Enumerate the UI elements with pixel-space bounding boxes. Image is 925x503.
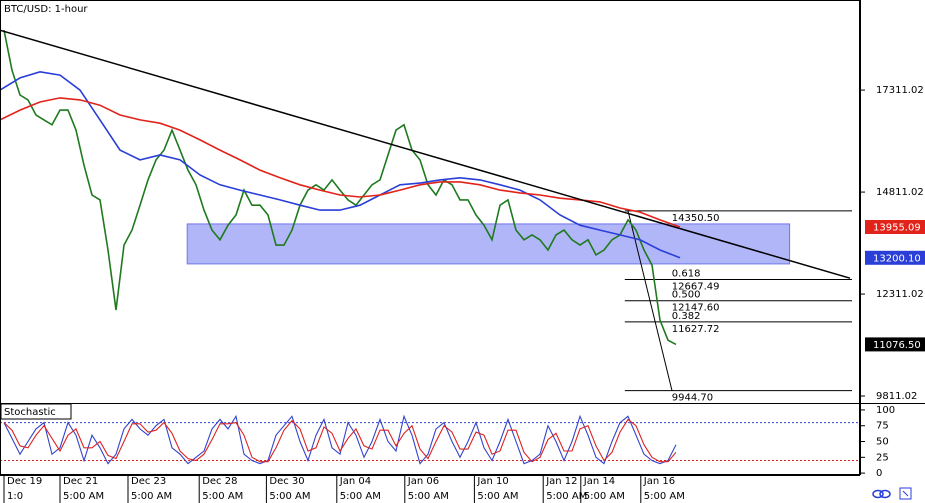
x-tick-label: Jan 12	[545, 476, 577, 487]
series-line	[3, 30, 677, 346]
frame	[0, 0, 860, 475]
x-tick-label: Dec 30	[269, 476, 304, 487]
x-tick-label: Dec 23	[131, 476, 166, 487]
x-tick-label: Jan 04	[339, 476, 371, 487]
last-price-label: 13955.09	[873, 222, 921, 233]
x-tick-label: Dec 19	[7, 476, 42, 487]
fib-value-label: 14350.50	[672, 213, 720, 224]
x-tick-time: 5:00 AM	[131, 491, 172, 502]
fib-ratio-label: 0.618	[672, 269, 701, 280]
y-tick-label: 100	[876, 405, 895, 416]
fib-value-label: 12147.60	[672, 303, 720, 314]
x-tick-time: 5:00 AM	[202, 491, 243, 502]
y-tick-label: 75	[876, 421, 889, 432]
x-tick-label: Jan 14	[583, 476, 615, 487]
last-price-label: 11076.50	[873, 340, 921, 351]
x-tick-label: Jan 10	[476, 476, 508, 487]
last-price-box	[865, 250, 925, 265]
y-tick-label: 25	[876, 452, 889, 463]
last-price-label: 13200.10	[873, 253, 921, 264]
stochastic-panel	[0, 414, 860, 465]
price-panel	[0, 29, 852, 392]
y-tick-label: 50	[876, 437, 889, 448]
fib-value-label: 12667.49	[672, 282, 720, 293]
trendline	[0, 29, 851, 279]
series-line	[3, 414, 677, 465]
y-tick-label: 14811.02	[876, 187, 924, 198]
fib-value-label: 9944.70	[672, 393, 713, 404]
y-tick-label: 12311.02	[876, 289, 924, 300]
panel-title: BTC/USD: 1-hour	[4, 4, 88, 15]
fib-ratio-label: 0.500	[672, 290, 701, 301]
window-icon[interactable]	[902, 490, 909, 497]
last-price-box	[865, 219, 925, 234]
y-tick-label: 17311.02	[876, 85, 924, 96]
fib-value-label: 11627.72	[672, 324, 720, 335]
x-tick-time: 5:00 AM	[546, 491, 587, 502]
x-tick-time: 1:0	[7, 491, 23, 502]
x-tick-time: 5:00 AM	[408, 491, 449, 502]
panel-title-box	[1, 1, 102, 16]
link-icon[interactable]	[872, 489, 884, 499]
y-tick-label: 9811.02	[876, 391, 917, 402]
x-tick-label: Dec 28	[202, 476, 237, 487]
fib-swing	[627, 210, 673, 391]
x-tick-time: 5:00 AM	[63, 491, 104, 502]
fib-ratio-label: 0.382	[672, 311, 701, 322]
series-line	[3, 418, 677, 463]
x-tick-time: 5:00 AM	[269, 491, 310, 502]
toolbar-icons[interactable]	[872, 487, 912, 500]
x-tick-label: Jan 06	[407, 476, 439, 487]
x-tick-label: Dec 21	[63, 476, 98, 487]
panel-title: Stochastic	[4, 407, 56, 418]
x-tick-time: 5:00 AM	[584, 491, 625, 502]
series-line	[0, 70, 681, 259]
x-tick-label: Jan 16	[643, 476, 675, 487]
link-icon[interactable]	[879, 489, 891, 499]
y-tick-label: 0	[876, 468, 882, 479]
support-zone	[186, 223, 791, 265]
x-tick-time: 5:00 AM	[644, 491, 685, 502]
series-line	[0, 97, 681, 228]
last-price-box	[865, 337, 925, 352]
x-tick-time: 5:00 AM	[477, 491, 518, 502]
x-tick-time: 5:00 AM	[340, 491, 381, 502]
